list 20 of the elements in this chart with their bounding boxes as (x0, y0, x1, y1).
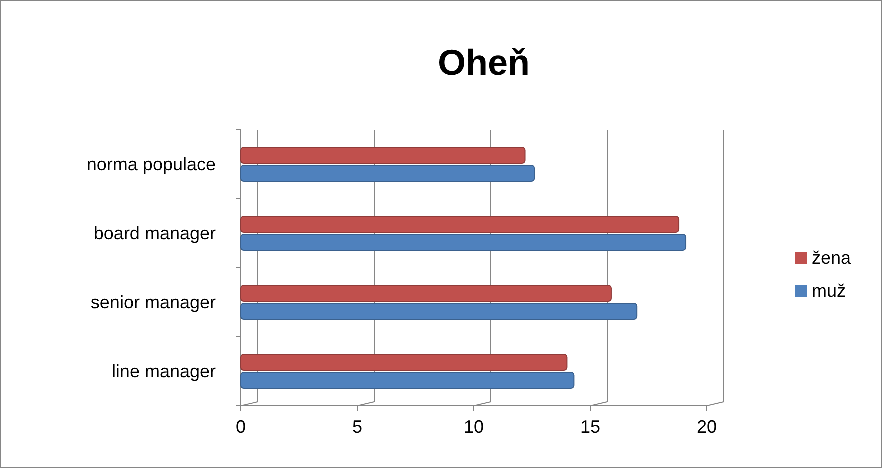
bar (240, 147, 526, 164)
bar (240, 354, 568, 371)
legend-label: žena (812, 248, 852, 268)
bar (240, 234, 687, 251)
bar (240, 303, 638, 320)
x-tick-label: 5 (352, 417, 363, 437)
x-tick-label: 0 (236, 417, 246, 437)
legend-label: muž (812, 281, 846, 301)
y-tick-label: norma populace (86, 154, 216, 174)
y-tick-label: senior manager (90, 292, 216, 312)
x-tick-label: 20 (696, 417, 718, 437)
bar (240, 285, 612, 302)
bar (240, 165, 536, 182)
y-tick-label: line manager (112, 362, 216, 382)
y-tick-label: board manager (94, 224, 216, 244)
bar (240, 216, 680, 233)
chart-title: Oheň (438, 42, 530, 83)
x-tick-label: 10 (464, 417, 484, 437)
x-tick-label: 15 (580, 417, 601, 437)
bar (240, 372, 575, 389)
